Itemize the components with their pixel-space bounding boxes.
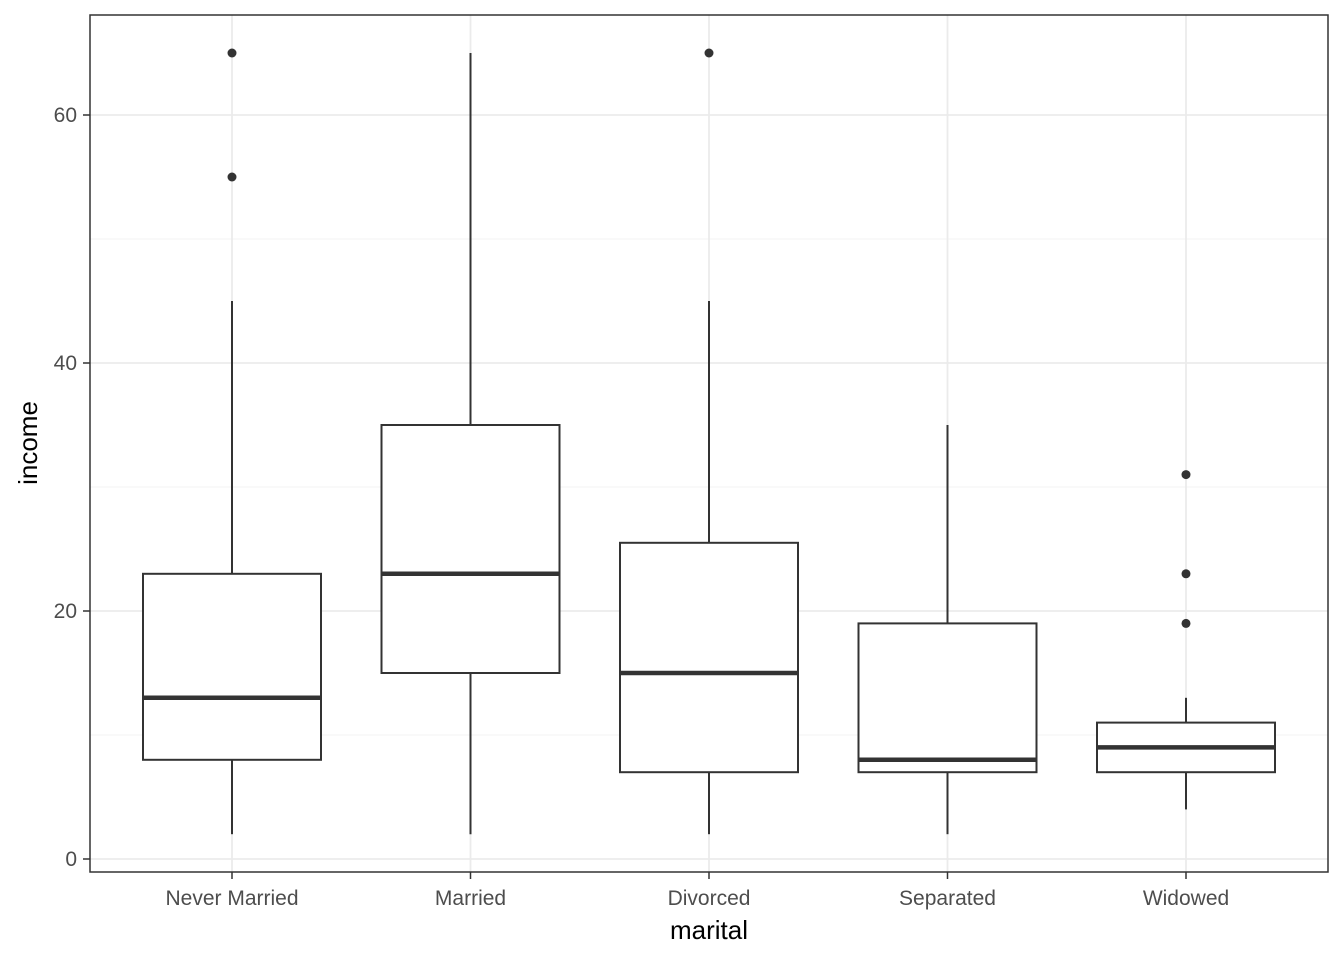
box-widowed [1096, 470, 1276, 810]
iqr-box [857, 622, 1038, 774]
box-married [380, 53, 561, 835]
box-separated [857, 425, 1038, 835]
outlier-point [1181, 470, 1191, 480]
iqr-box [380, 424, 561, 674]
axes: 0 20 40 60 Never Married Married Divorced Separ… [54, 104, 1230, 910]
panel-border [89, 14, 1329, 873]
y-axis-title: income [13, 401, 43, 485]
iqr-box [142, 572, 322, 761]
x-tick-label: Married [435, 887, 506, 910]
outlier-point [227, 48, 237, 58]
y-tick-label: 20 [54, 600, 77, 623]
outlier-point [704, 48, 714, 58]
outlier-point [1181, 569, 1191, 579]
x-tick-label: Never Married [165, 887, 298, 910]
box-never-married [142, 48, 322, 835]
outlier-point [227, 172, 237, 182]
x-tick-label: Widowed [1143, 887, 1229, 910]
iqr-box [619, 541, 799, 774]
x-axis-title: marital [670, 915, 748, 945]
x-tick-label: Separated [899, 887, 996, 910]
y-tick-label: 40 [54, 352, 77, 375]
y-tick-label: 0 [65, 848, 77, 871]
y-tick-label: 60 [54, 104, 77, 127]
box-series [142, 48, 1276, 835]
x-tick-label: Divorced [668, 887, 751, 910]
box-divorced [619, 48, 799, 835]
outlier-point [1181, 618, 1191, 628]
